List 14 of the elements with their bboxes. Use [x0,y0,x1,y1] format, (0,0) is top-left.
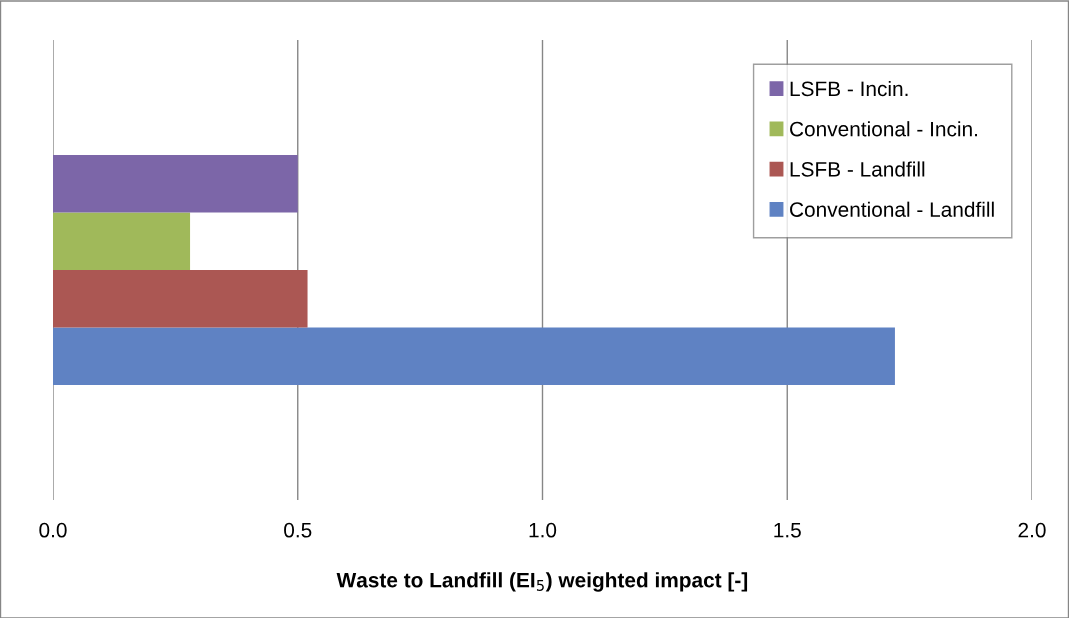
legend-label: Conventional - Landfill [790,201,994,217]
legend-label: LSFB - Incin. [790,80,908,97]
bar [53,212,191,270]
x-tick-label: 1.0 [529,522,557,538]
bar [53,270,308,328]
x-tick-label: 1.5 [774,522,801,538]
x-tick-label: 2.0 [1018,522,1046,538]
legend-label: LSFB - Landfill [790,161,925,177]
bar [53,155,298,213]
x-axis-title: Waste to Landfill (EI$_{5}$) weighted impact [-] [336,572,748,592]
legend-label: Conventional - Incin. [790,121,978,137]
x-tick-label: 0.5 [284,522,312,538]
bar [53,327,895,385]
x-tick-label: 0.0 [39,522,67,538]
